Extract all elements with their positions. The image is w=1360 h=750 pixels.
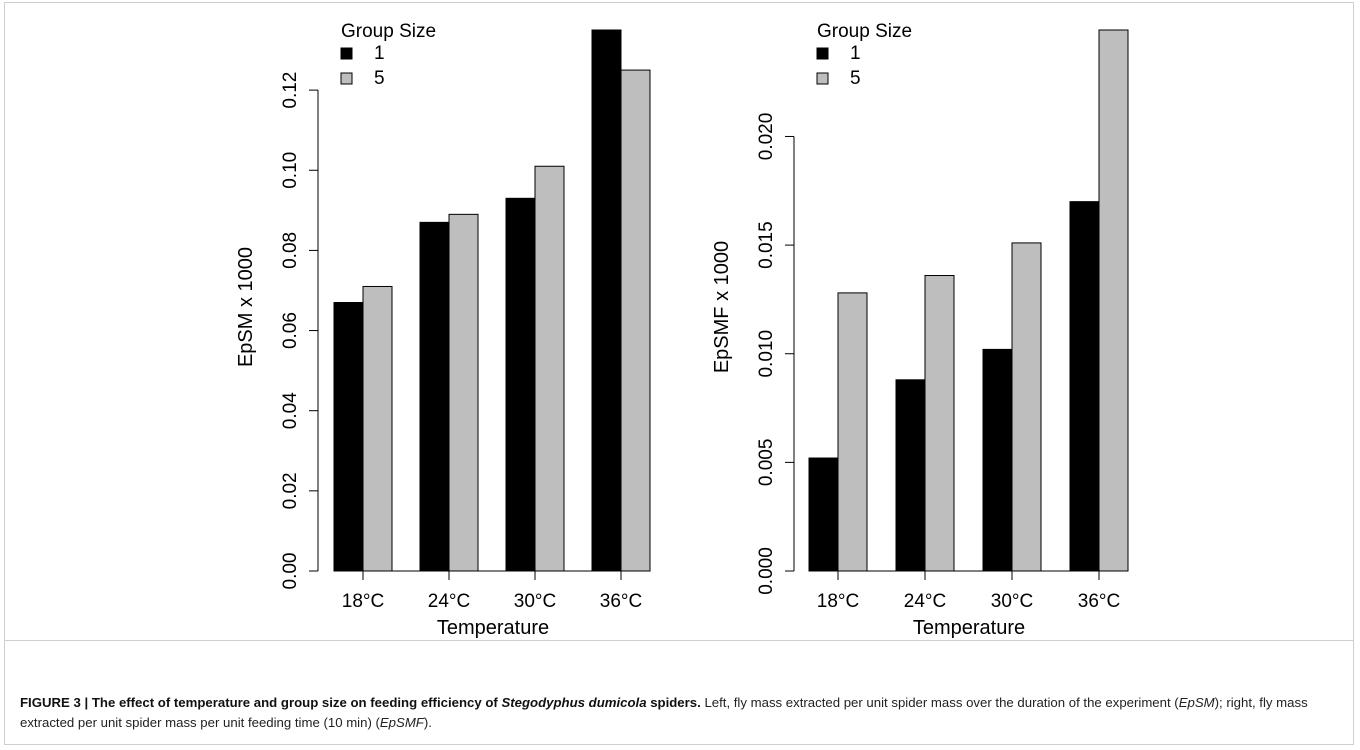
figure-frame <box>4 2 1354 745</box>
legend-title-left: Group Size <box>341 21 436 42</box>
bar-right-18c-group-5 <box>837 292 868 572</box>
caption-divider <box>4 640 1354 641</box>
y-axis-title-right: EpSMF x 1000 <box>711 241 733 373</box>
caption-abbr-epsm: EpSM <box>1178 695 1215 710</box>
y-tick-label-left: 0.08 <box>280 232 301 269</box>
bar-right-24c-group-5 <box>924 275 955 572</box>
bar-left-36c-group-5 <box>620 69 651 572</box>
bar-right-36c-group-5 <box>1098 29 1129 572</box>
chart-panel-left: 18°C 24°C 30°C 36°C 0.00 0.02 0.04 0.06 0.08 0.10… <box>235 21 651 639</box>
legend-label-right-1: 1 <box>850 43 861 64</box>
caption-lead: FIGURE 3 | The effect of temperature and… <box>20 695 701 710</box>
y-tick-label-right: 0.010 <box>756 330 777 378</box>
legend-swatch-left-1 <box>340 47 353 60</box>
legend-swatch-right-5 <box>816 72 829 85</box>
bar-right-36c-group-1 <box>1069 201 1100 572</box>
caption-body-1: Left, fly mass extracted per unit spider… <box>700 695 1179 710</box>
caption-body-2: ); right, fly mass extracted per unit sp… <box>20 695 1308 730</box>
bar-left-18c-group-5 <box>362 285 393 572</box>
legend-label-left-5: 5 <box>374 68 385 89</box>
bar-left-30c-group-1 <box>505 197 536 572</box>
bar-left-30c-group-5 <box>534 165 565 572</box>
legend-title-right: Group Size <box>817 21 912 42</box>
y-tick-label-left: 0.06 <box>280 312 301 349</box>
y-tick-label-left: 0.04 <box>280 392 301 429</box>
bar-left-36c-group-1 <box>591 29 622 572</box>
legend-label-left-1: 1 <box>374 43 385 64</box>
y-tick-label-left: 0.10 <box>280 152 301 189</box>
x-tick-label-right: 24°C <box>904 591 946 612</box>
y-tick-label-right: 0.020 <box>756 113 777 161</box>
y-tick-label-right: 0.005 <box>756 439 777 487</box>
x-tick-label-right: 30°C <box>991 591 1033 612</box>
bar-right-24c-group-1 <box>895 379 926 572</box>
bar-right-30c-group-1 <box>982 348 1013 572</box>
y-tick-label-left: 0.12 <box>280 72 301 109</box>
y-tick-label-left: 0.00 <box>280 553 301 590</box>
caption-abbr-epsmf: EpSMF <box>379 714 424 730</box>
x-tick-label-right: 36°C <box>1078 591 1120 612</box>
caption-species: Stegodyphus dumicola <box>501 695 647 710</box>
x-tick-label-left: 18°C <box>342 591 384 612</box>
x-tick-label-left: 36°C <box>600 591 642 612</box>
legend-swatch-right-1 <box>816 47 829 60</box>
bar-right-30c-group-5 <box>1011 242 1042 572</box>
legend-swatch-left-5 <box>340 72 353 85</box>
caption-body-3: ). <box>423 714 432 730</box>
x-axis-title-right: Temperature <box>913 617 1025 639</box>
chart-panel-right: 18°C 24°C 30°C 36°C 0.000 0.005 0.010 0.015 0.02… <box>711 21 1129 639</box>
y-tick-label-right: 0.015 <box>756 221 777 269</box>
bar-right-18c-group-1 <box>808 457 839 572</box>
bar-left-24c-group-5 <box>448 213 479 572</box>
figure-caption: FIGURE 3 | The effect of temperature and… <box>20 693 1345 732</box>
bar-left-24c-group-1 <box>419 221 450 572</box>
x-axis-title-left: Temperature <box>437 617 549 639</box>
x-tick-label-left: 30°C <box>514 591 556 612</box>
figure-charts: 18°C 24°C 30°C 36°C 0.00 0.02 0.04 0.06 0.08 0.10… <box>235 21 1129 639</box>
bar-left-18c-group-1 <box>333 302 364 572</box>
y-axis-title-left: EpSM x 1000 <box>235 247 257 367</box>
legend-label-right-5: 5 <box>850 68 861 89</box>
y-tick-label-right: 0.000 <box>756 547 777 595</box>
y-tick-label-left: 0.02 <box>280 472 301 509</box>
x-tick-label-right: 18°C <box>817 591 859 612</box>
x-tick-label-left: 24°C <box>428 591 470 612</box>
